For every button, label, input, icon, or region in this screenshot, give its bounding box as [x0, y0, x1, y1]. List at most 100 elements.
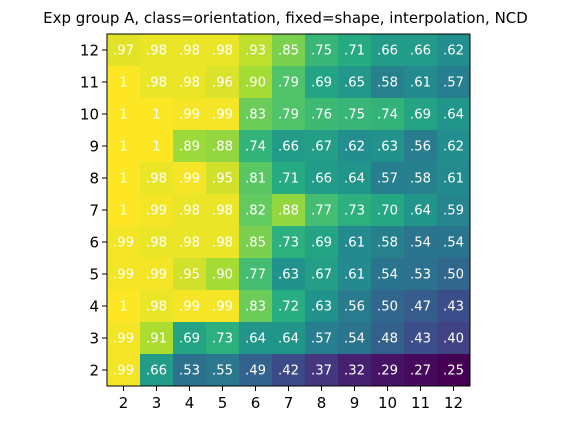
heatmap-cell [140, 98, 174, 131]
heatmap-cell [140, 290, 174, 323]
heatmap-cell [305, 130, 339, 163]
heatmap-cell [371, 322, 405, 355]
y-tick-label: 8 [89, 170, 99, 188]
cell-value-label: .69 [311, 236, 332, 251]
cell-value-label: .77 [311, 204, 332, 219]
heatmap-cell [305, 226, 339, 259]
x-tick-label: 4 [185, 394, 195, 412]
cell-value-label: .40 [443, 332, 464, 347]
heatmap-cell [173, 194, 207, 227]
heatmap-cell [239, 66, 273, 99]
heatmap-cells: .97 .98 .98 .98 .93 .85 .75 .71 .66 .66 .62 1 .98 .98… [107, 34, 471, 387]
cell-value-label: .98 [179, 236, 200, 251]
cell-value-label: .57 [443, 76, 464, 91]
x-tick-label: 8 [317, 394, 327, 412]
cell-value-label: .62 [443, 140, 464, 155]
heatmap-cell [338, 354, 372, 387]
heatmap-cell [206, 194, 240, 227]
cell-value-label: .61 [410, 76, 431, 91]
heatmap-cell [239, 354, 273, 387]
heatmap-cell [305, 354, 339, 387]
heatmap-cell [305, 98, 339, 131]
heatmap-cell [371, 34, 405, 67]
heatmap-cell [140, 226, 174, 259]
x-tick-label: 10 [378, 394, 397, 412]
cell-value-label: .99 [146, 204, 167, 219]
cell-value-label: .58 [410, 172, 431, 187]
heatmap-cell [206, 354, 240, 387]
heatmap-cell [239, 34, 273, 67]
plot-frame [106, 33, 471, 387]
heatmap-cell [437, 354, 471, 387]
cell-value-label: .29 [377, 364, 398, 379]
cell-value-label: .83 [245, 300, 266, 315]
cell-value-label: .71 [278, 172, 299, 187]
heatmap-cell [437, 290, 471, 323]
heatmap-cell [371, 130, 405, 163]
cell-value-label: .70 [377, 204, 398, 219]
cell-value-label: .76 [311, 108, 332, 123]
heatmap-cell [437, 34, 471, 67]
heatmap-cell [107, 66, 141, 99]
heatmap-cell [206, 162, 240, 195]
cell-value-label: .64 [344, 172, 365, 187]
y-tick-label: 6 [89, 234, 99, 252]
heatmap-cell [338, 258, 372, 291]
heatmap-cell [173, 258, 207, 291]
heatmap-cell [272, 34, 306, 67]
cell-value-label: .77 [245, 268, 266, 283]
cell-value-label: .57 [311, 332, 332, 347]
cell-value-label: .79 [278, 108, 299, 123]
heatmap-cell [371, 354, 405, 387]
heatmap-cell [206, 258, 240, 291]
cell-value-label: .71 [344, 44, 365, 59]
heatmap-cell [338, 98, 372, 131]
x-tick-label: 3 [152, 394, 162, 412]
heatmap-cell [305, 290, 339, 323]
cell-value-label: .73 [278, 236, 299, 251]
cell-value-label: .62 [344, 140, 365, 155]
heatmap-cell [239, 98, 273, 131]
heatmap-cell [140, 66, 174, 99]
cell-value-label: .61 [344, 268, 365, 283]
y-tick-label: 5 [89, 266, 99, 284]
cell-value-label: 1 [152, 108, 160, 123]
heatmap-cell [305, 162, 339, 195]
heatmap-cell [206, 130, 240, 163]
cell-value-label: .55 [212, 364, 233, 379]
cell-value-label: .58 [377, 236, 398, 251]
cell-value-label: .43 [410, 332, 431, 347]
cell-value-label: .54 [443, 236, 464, 251]
heatmap-cell [140, 322, 174, 355]
heatmap-cell [140, 354, 174, 387]
heatmap-cell [338, 194, 372, 227]
heatmap-cell [338, 162, 372, 195]
heatmap-cell [173, 354, 207, 387]
x-axis: 2 3 4 5 6 7 8 9 10 11 12 [119, 386, 463, 412]
cell-value-label: .48 [377, 332, 398, 347]
cell-value-label: .98 [212, 236, 233, 251]
heatmap-cell [173, 98, 207, 131]
cell-value-label: .88 [278, 204, 299, 219]
heatmap-cell [239, 258, 273, 291]
cell-value-label: .85 [245, 236, 266, 251]
cell-value-label: .50 [377, 300, 398, 315]
heatmap-cell [107, 130, 141, 163]
cell-value-label: .99 [113, 332, 134, 347]
cell-value-label: .72 [278, 300, 299, 315]
cell-value-label: 1 [119, 300, 127, 315]
cell-value-label: .98 [146, 76, 167, 91]
heatmap-cell [437, 98, 471, 131]
cell-value-label: .99 [146, 268, 167, 283]
cell-value-label: .54 [344, 332, 365, 347]
heatmap-cell [338, 130, 372, 163]
cell-value-label: .89 [179, 140, 200, 155]
heatmap-cell [437, 194, 471, 227]
y-tick-label: 12 [80, 42, 99, 60]
heatmap-cell [338, 226, 372, 259]
heatmap-cell [404, 322, 438, 355]
heatmap-cell [239, 130, 273, 163]
heatmap-cell [338, 322, 372, 355]
heatmap-cell [272, 354, 306, 387]
cell-value-label: .57 [377, 172, 398, 187]
